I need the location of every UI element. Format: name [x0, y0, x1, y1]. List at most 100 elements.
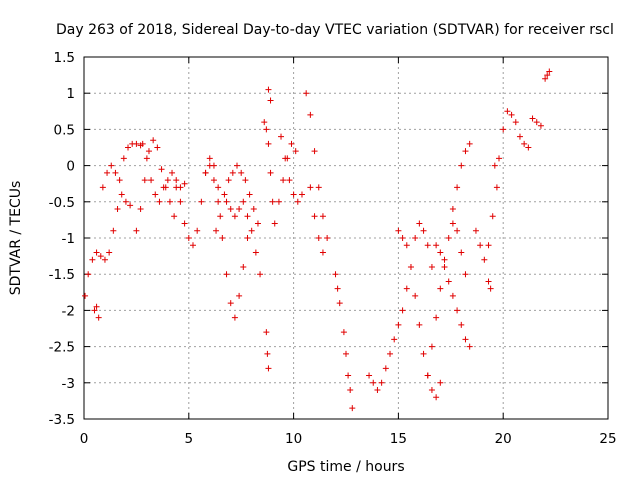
y-tick-label: 0.5 [54, 122, 75, 138]
data-point [156, 198, 163, 205]
data-point [227, 206, 234, 213]
data-point [477, 242, 484, 249]
chart-title: Day 263 of 2018, Sidereal Day-to-day VTE… [56, 22, 614, 38]
x-tick-label: 5 [185, 431, 194, 447]
data-point [493, 184, 500, 191]
data-point [403, 242, 410, 249]
data-point [213, 227, 220, 234]
data-point [265, 365, 272, 372]
data-point [485, 242, 492, 249]
data-point [181, 180, 188, 187]
data-point [504, 108, 511, 115]
data-point [254, 220, 261, 227]
data-point [171, 213, 178, 220]
data-point [206, 162, 213, 169]
data-point [487, 285, 494, 292]
x-tick-label: 15 [390, 431, 407, 447]
data-point [311, 148, 318, 155]
data-point [303, 90, 310, 97]
data-point [271, 220, 278, 227]
data-point [288, 140, 295, 147]
data-point [489, 213, 496, 220]
data-point [290, 191, 297, 198]
data-point [236, 206, 243, 213]
data-point [158, 166, 165, 173]
data-point [148, 177, 155, 184]
data-point [125, 144, 132, 151]
data-point [449, 220, 456, 227]
data-point [91, 307, 98, 314]
data-point [315, 235, 322, 241]
data-point [139, 140, 146, 147]
data-point [238, 169, 245, 176]
data-point [472, 227, 479, 234]
data-point [542, 75, 549, 82]
y-tick-label: 1 [66, 86, 75, 102]
data-point [336, 300, 343, 307]
data-point [424, 372, 431, 379]
data-point [244, 213, 251, 220]
data-point [265, 140, 272, 147]
data-point [370, 379, 377, 386]
data-point [141, 177, 148, 184]
data-point [133, 140, 140, 147]
data-point [275, 198, 282, 205]
y-tick-label: -3 [62, 376, 75, 392]
data-point [428, 343, 435, 350]
data-point [454, 307, 461, 314]
data-point [173, 177, 180, 184]
data-point [229, 169, 236, 176]
data-point [114, 206, 121, 213]
data-point [546, 68, 553, 75]
data-point [240, 198, 247, 205]
data-point [108, 162, 115, 169]
data-point [433, 242, 440, 249]
data-point [307, 184, 314, 191]
data-point [395, 321, 402, 328]
x-axis-label: GPS time / hours [287, 459, 404, 475]
data-point [122, 198, 129, 205]
data-point [215, 184, 222, 191]
data-point [407, 263, 414, 270]
data-point [399, 307, 406, 314]
data-point [99, 184, 106, 191]
data-point [250, 206, 257, 213]
data-point [257, 271, 264, 278]
y-tick-label: -2 [62, 303, 75, 319]
data-point [264, 350, 271, 357]
x-tick-label: 10 [285, 431, 302, 447]
data-point [194, 227, 201, 234]
data-point [378, 379, 385, 386]
data-point [458, 249, 465, 256]
y-tick-label: 0 [66, 159, 75, 175]
data-point [278, 133, 285, 140]
data-point [445, 278, 452, 285]
data-point [244, 235, 251, 241]
data-point [399, 235, 406, 241]
data-point [533, 119, 540, 126]
data-point [521, 140, 528, 147]
data-point [349, 405, 356, 412]
data-point [173, 184, 180, 191]
data-point [227, 300, 234, 307]
data-point [206, 155, 213, 162]
data-point [160, 184, 167, 191]
data-point [412, 292, 419, 299]
data-point [311, 213, 318, 220]
data-point [449, 206, 456, 213]
data-point [127, 202, 134, 209]
data-point [234, 162, 241, 169]
data-point [219, 235, 226, 241]
data-point [263, 329, 270, 336]
data-point [315, 184, 322, 191]
data-point [104, 169, 111, 176]
plot-frame [83, 56, 609, 420]
y-tick-label: 1.5 [54, 50, 75, 66]
y-tick-label: -3.5 [49, 412, 75, 428]
grid [84, 57, 608, 419]
data-point [120, 155, 127, 162]
x-tick-label: 25 [599, 431, 616, 447]
data-point [231, 213, 238, 220]
data-point [424, 242, 431, 249]
